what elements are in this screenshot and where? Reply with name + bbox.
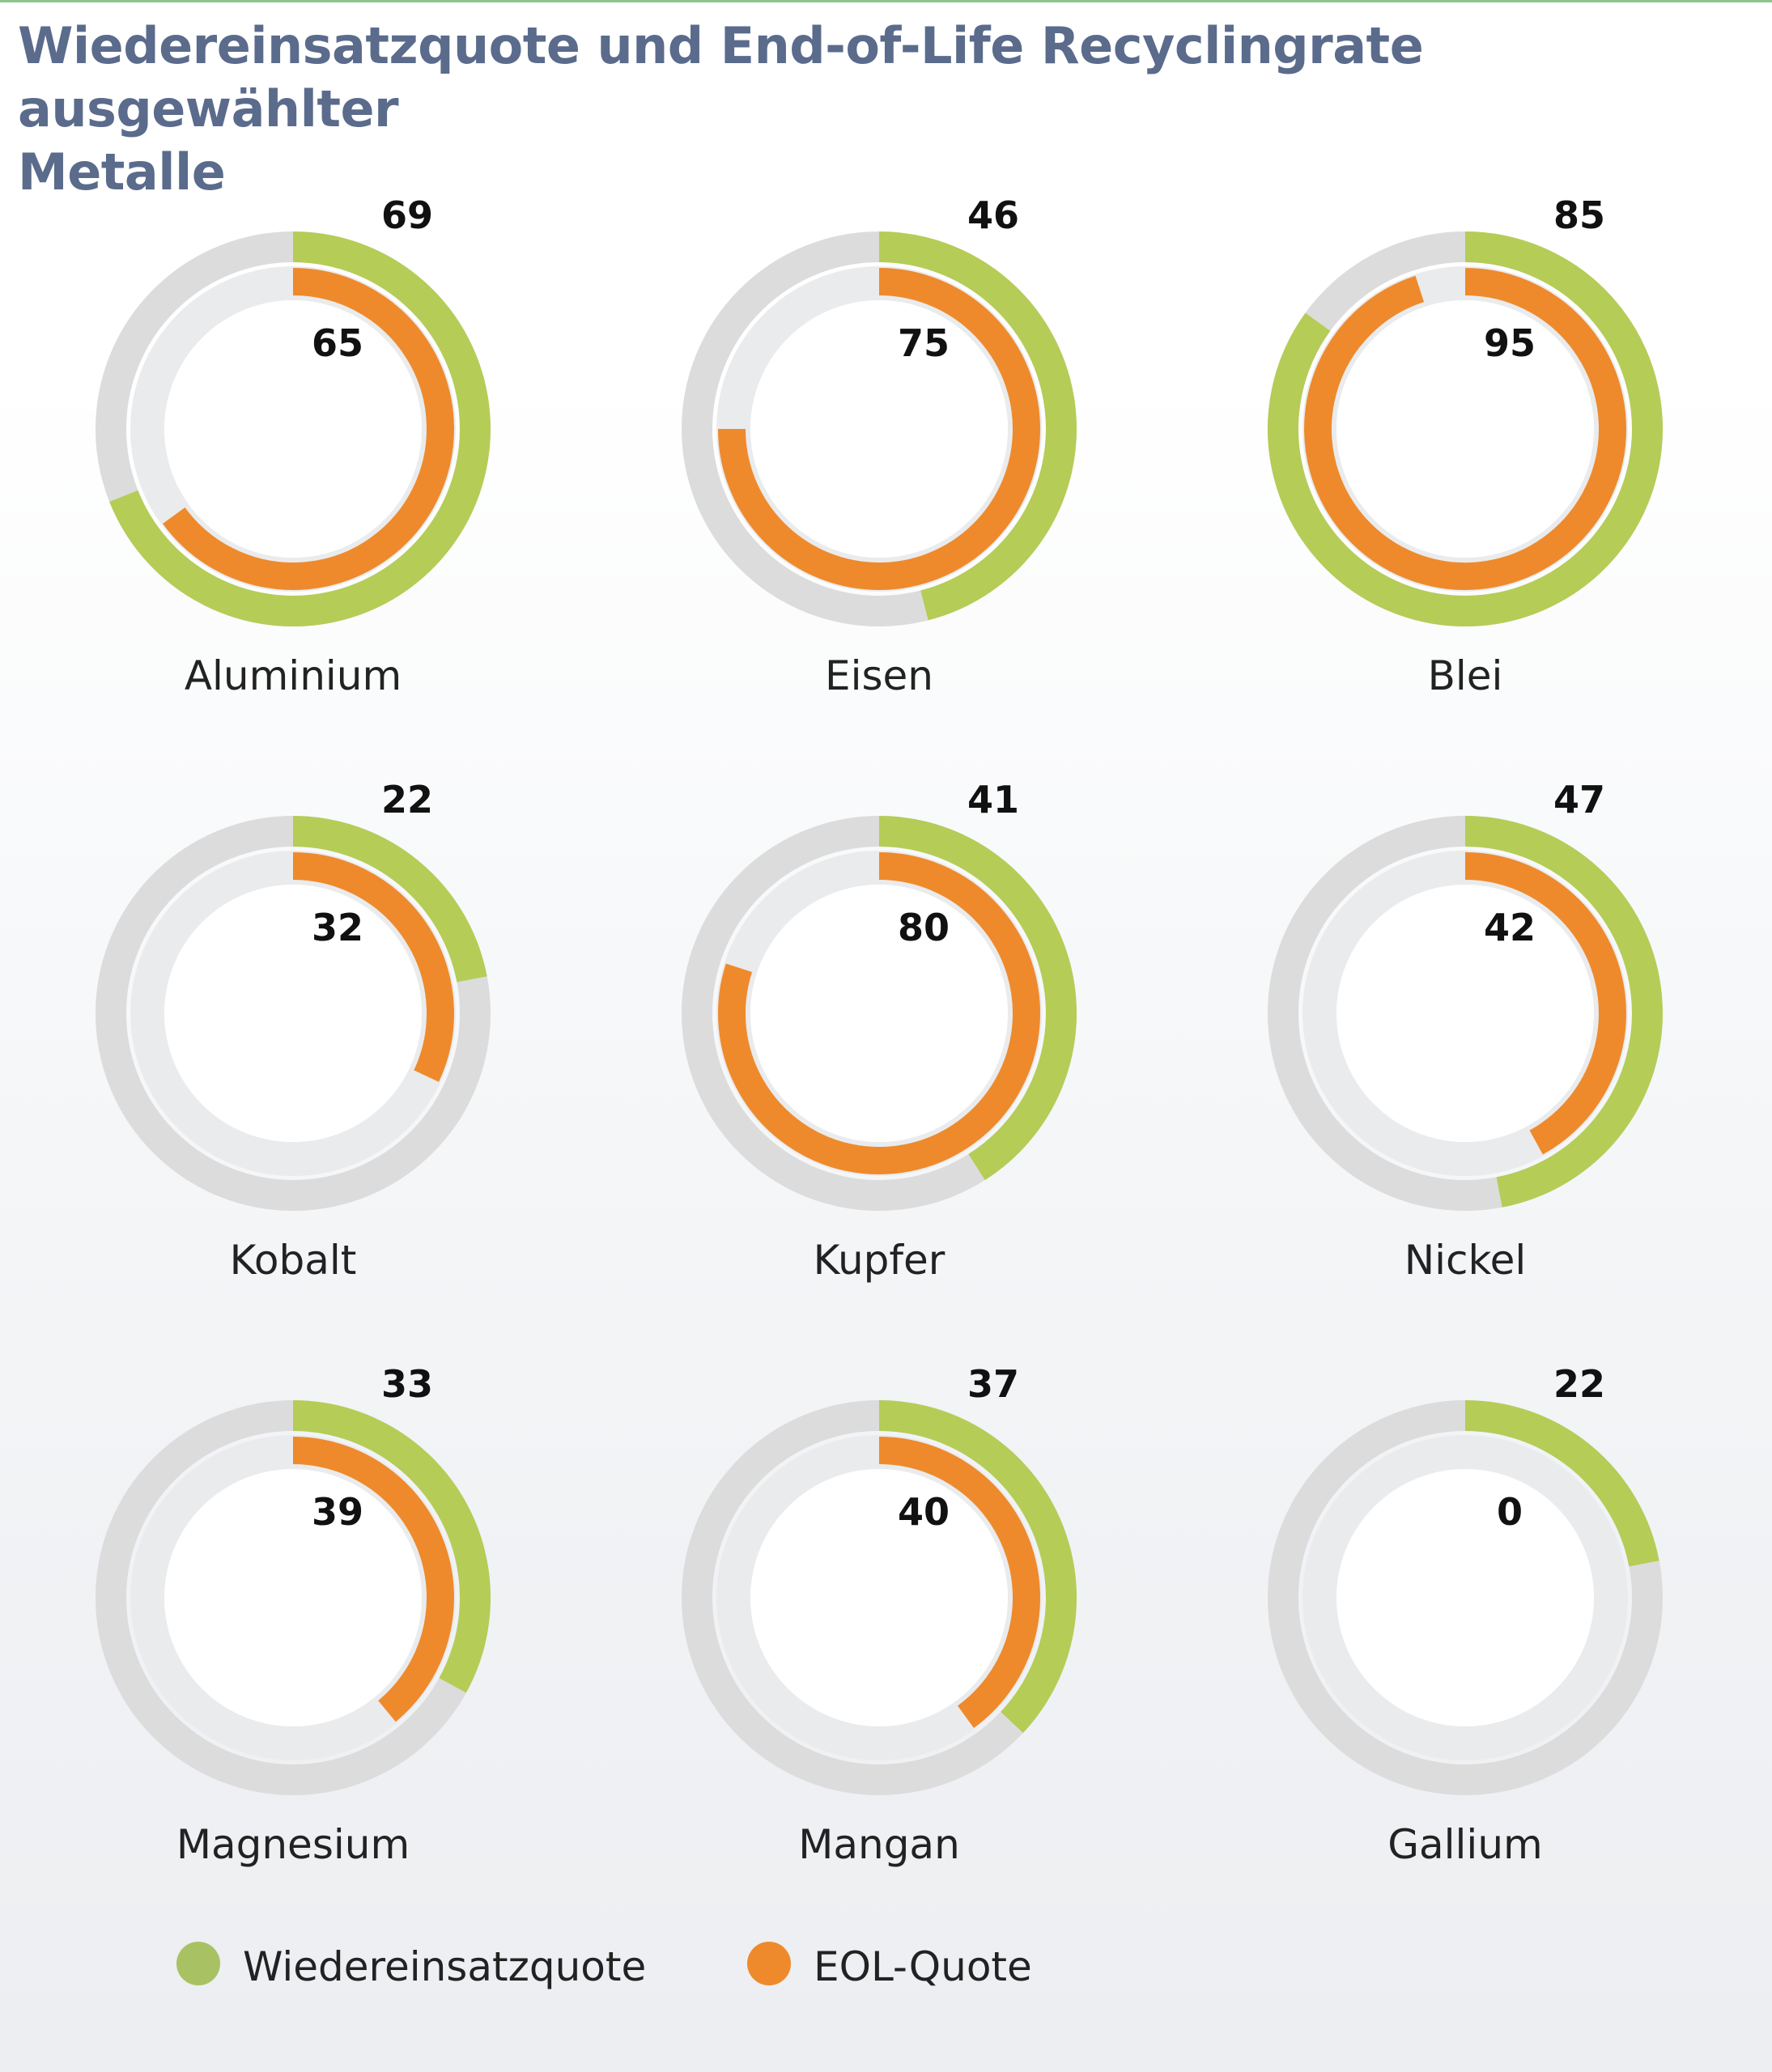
donut-center-kobalt	[164, 885, 422, 1142]
reuse-value-label-magnesium: 33	[381, 1362, 433, 1406]
donut-eisen: 46 75 Eisen	[682, 193, 1077, 699]
reuse-value-label-nickel: 47	[1553, 778, 1605, 822]
metal-label-mangan: Mangan	[798, 1821, 960, 1868]
reuse-value-label-kobalt: 22	[381, 778, 433, 822]
eol-arc-magnesium	[292, 1437, 454, 1722]
reuse-value-label-aluminium: 69	[381, 193, 433, 237]
donut-kobalt: 22 32 Kobalt	[96, 778, 491, 1284]
donut-center-aluminium	[164, 300, 422, 558]
eol-arc-kupfer	[718, 852, 1040, 1174]
metal-label-gallium: Gallium	[1387, 1821, 1542, 1868]
eol-arc-blei	[1304, 268, 1626, 590]
reuse-value-label-kupfer: 41	[967, 778, 1019, 822]
donut-magnesium: 33 39 Magnesium	[96, 1362, 491, 1868]
donut-gallium: 22 0 Gallium	[1268, 1362, 1663, 1868]
eol-arc-mangan	[878, 1437, 1040, 1728]
reuse-arc-kupfer	[878, 816, 1077, 1180]
legend-label-eol: EOL-Quote	[814, 1943, 1032, 1990]
top-rule	[0, 0, 1772, 2]
reuse-arc-gallium	[1464, 1400, 1659, 1567]
reuse-value-label-blei: 85	[1553, 193, 1605, 237]
eol-value-label-kupfer: 80	[898, 906, 950, 949]
eol-value-label-kobalt: 32	[312, 906, 363, 949]
metal-label-kobalt: Kobalt	[230, 1237, 357, 1284]
donut-center-blei	[1336, 300, 1594, 558]
donut-nickel: 47 42 Nickel	[1268, 778, 1663, 1284]
reuse-value-label-mangan: 37	[967, 1362, 1019, 1406]
eol-value-label-mangan: 40	[898, 1490, 950, 1534]
eol-value-label-aluminium: 65	[312, 321, 363, 365]
donut-kupfer: 41 80 Kupfer	[682, 778, 1077, 1284]
inner-track-gallium	[1302, 1435, 1628, 1760]
reuse-arc-mangan	[878, 1400, 1077, 1734]
chart-title-line-1: Wiedereinsatzquote und End-of-Life Recyc…	[18, 16, 1424, 138]
donut-mangan: 37 40 Mangan	[682, 1362, 1077, 1868]
chart-title-line-2: Metalle	[18, 142, 226, 202]
eol-value-label-blei: 95	[1484, 321, 1536, 365]
donut-center-nickel	[1336, 885, 1594, 1142]
reuse-arc-kobalt	[292, 816, 487, 983]
eol-arc-nickel	[1464, 852, 1626, 1155]
donut-blei: 85 95 Blei	[1268, 193, 1663, 699]
eol-value-label-nickel: 42	[1484, 906, 1536, 949]
reuse-arc-magnesium	[292, 1400, 491, 1693]
metal-label-magnesium: Magnesium	[176, 1821, 410, 1868]
eol-arc-aluminium	[163, 268, 454, 590]
metal-label-eisen: Eisen	[825, 652, 933, 699]
reuse-arc-nickel	[1464, 816, 1663, 1208]
donut-center-magnesium	[164, 1469, 422, 1726]
eol-value-label-gallium: 0	[1497, 1490, 1523, 1534]
legend-label-reuse: Wiedereinsatzquote	[243, 1943, 647, 1990]
reuse-arc-aluminium	[109, 231, 491, 626]
eol-value-label-magnesium: 39	[312, 1490, 363, 1534]
reuse-arc-eisen	[878, 231, 1077, 621]
reuse-arc-blei	[1268, 231, 1663, 626]
metal-label-blei: Blei	[1428, 652, 1503, 699]
donut-center-eisen	[750, 300, 1008, 558]
donut-center-kupfer	[750, 885, 1008, 1142]
metal-label-aluminium: Aluminium	[185, 652, 402, 699]
eol-arc-eisen	[718, 268, 1040, 590]
donut-center-mangan	[750, 1469, 1008, 1726]
eol-arc-kobalt	[292, 852, 454, 1082]
donut-center-gallium	[1336, 1469, 1594, 1726]
legend-swatch-eol	[747, 1942, 791, 1985]
metal-label-nickel: Nickel	[1404, 1237, 1527, 1284]
metal-label-kupfer: Kupfer	[814, 1237, 945, 1284]
reuse-value-label-gallium: 22	[1553, 1362, 1605, 1406]
donut-aluminium: 69 65 Aluminium	[96, 193, 491, 699]
chart-title: Wiedereinsatzquote und End-of-Life Recyc…	[18, 15, 1734, 204]
eol-value-label-eisen: 75	[898, 321, 950, 365]
legend-swatch-reuse	[176, 1942, 220, 1985]
reuse-value-label-eisen: 46	[967, 193, 1019, 237]
